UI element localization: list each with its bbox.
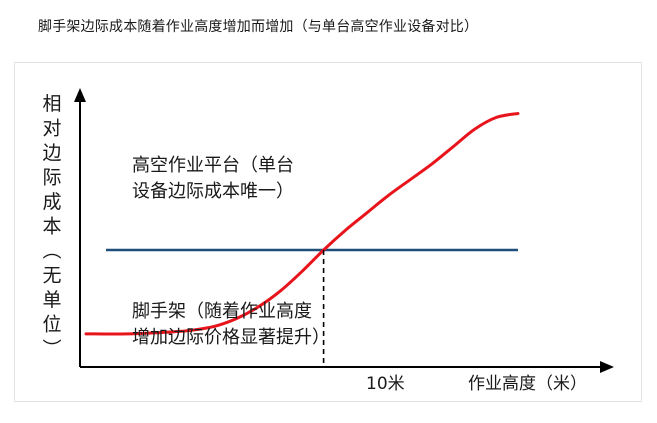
chart-frame bbox=[14, 62, 642, 402]
x-axis-arrow bbox=[600, 361, 614, 373]
y-axis-label-char: 际 bbox=[42, 167, 61, 189]
y-axis-label-char: 无 bbox=[42, 265, 61, 287]
y-axis-arrow bbox=[74, 88, 86, 102]
y-axis-label-char: 本 bbox=[42, 216, 61, 238]
series-label-scaffold: 增加边际价格显著提升） bbox=[132, 327, 330, 348]
y-axis-label-char: 边 bbox=[42, 142, 61, 164]
y-axis-label-char: 位 bbox=[42, 314, 61, 336]
y-axis-label-char: ） bbox=[40, 338, 62, 357]
series-label-aerial-platform: 设备边际成本唯一） bbox=[132, 181, 294, 202]
x-tick-label-10m: 10米 bbox=[366, 374, 405, 394]
y-axis-label-char: 相 bbox=[42, 93, 61, 115]
y-axis-label-char: 成 bbox=[42, 191, 61, 213]
series-label-scaffold: 脚手架（随着作业高度 bbox=[132, 301, 312, 322]
x-axis-label: 作业高度（米） bbox=[468, 374, 587, 394]
page-title: 脚手架边际成本随着作业高度增加而增加（与单台高空作业设备对比） bbox=[38, 19, 479, 35]
chart-axes bbox=[74, 88, 614, 373]
y-axis-label-char: （ bbox=[40, 240, 62, 259]
y-axis-label-char: 单 bbox=[42, 289, 61, 311]
series-label-aerial-platform: 高空作业平台（单台 bbox=[132, 155, 294, 176]
y-axis-label-char: 对 bbox=[42, 118, 61, 140]
series-layer bbox=[84, 112, 520, 367]
